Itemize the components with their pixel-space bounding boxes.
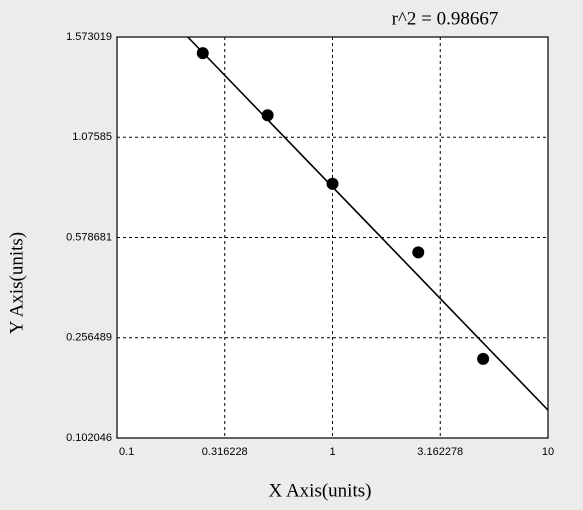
data-point bbox=[477, 352, 490, 365]
fit-line bbox=[187, 36, 549, 411]
data-point bbox=[412, 246, 425, 259]
y-tick-label: 1.573019 bbox=[66, 31, 112, 43]
y-tick-label: 0.256489 bbox=[66, 332, 112, 344]
annotation: r^2 = 0.98667 bbox=[392, 8, 499, 29]
x-tick-label: 3.162278 bbox=[417, 446, 463, 458]
x-axis-title: X Axis(units) bbox=[269, 480, 372, 501]
x-tick-label: 10 bbox=[542, 446, 554, 458]
plot-frame bbox=[116, 36, 549, 439]
y-axis-title: Y Axis(units) bbox=[6, 232, 27, 334]
y-tick-label: 0.578681 bbox=[66, 231, 112, 243]
x-tick-label: 0.316228 bbox=[202, 446, 248, 458]
x-tick-label: 1 bbox=[329, 446, 335, 458]
y-tick-label: 0.102046 bbox=[66, 432, 112, 444]
data-point bbox=[326, 177, 339, 190]
data-point bbox=[196, 47, 209, 60]
data-point bbox=[261, 109, 274, 122]
x-tick-label: 0.1 bbox=[119, 446, 134, 458]
y-tick-label: 1.07585 bbox=[72, 131, 112, 143]
